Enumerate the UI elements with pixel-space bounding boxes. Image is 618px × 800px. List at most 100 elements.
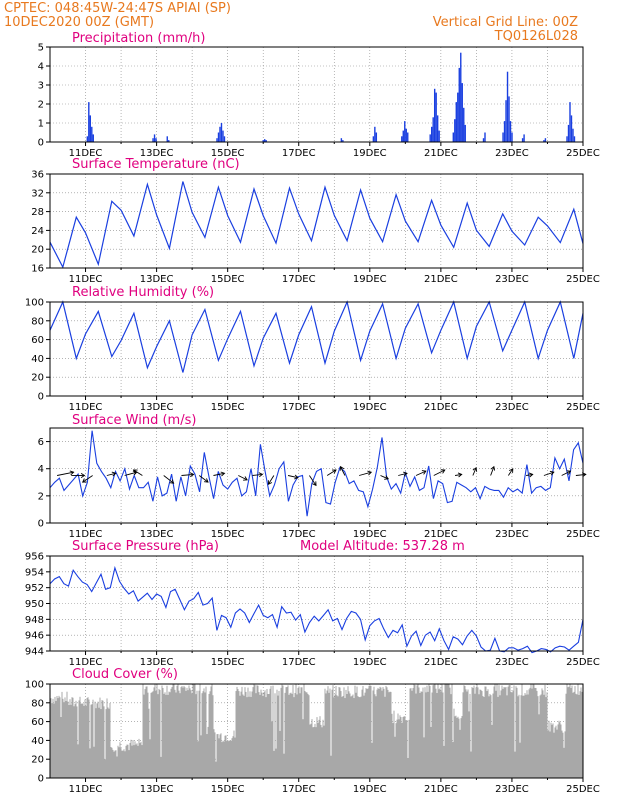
cloud-bar bbox=[90, 704, 92, 778]
y-tick-label: 950 bbox=[25, 599, 44, 610]
x-tick-label: 21DEC bbox=[424, 529, 458, 540]
cloud-bar bbox=[572, 692, 574, 778]
cloud-bar bbox=[462, 692, 464, 778]
y-tick-label: 20 bbox=[31, 373, 44, 384]
cloud-bar bbox=[427, 691, 429, 778]
cloud-bar bbox=[545, 697, 547, 778]
cloud-bar bbox=[389, 691, 391, 778]
wind-vector bbox=[490, 466, 495, 476]
cloud-bar bbox=[212, 695, 214, 778]
cloud-bar bbox=[218, 738, 220, 778]
precip-bar bbox=[572, 128, 574, 142]
cloud-bar bbox=[542, 690, 544, 778]
precip-bar bbox=[457, 92, 459, 142]
plot-frame bbox=[49, 427, 584, 524]
cloud-bar bbox=[376, 689, 378, 778]
cloud-bar bbox=[538, 714, 540, 778]
cloud-bar bbox=[516, 687, 518, 778]
wind-vector bbox=[561, 470, 571, 476]
wind-vector bbox=[238, 475, 248, 481]
cloud-bar bbox=[571, 685, 573, 778]
header-model-id: TQ0126L028 bbox=[494, 29, 578, 44]
cloud-bar bbox=[55, 700, 57, 778]
cloud-bar bbox=[512, 690, 514, 778]
cloud-bar bbox=[489, 693, 491, 778]
cloud-bar bbox=[171, 687, 173, 778]
precip-bar bbox=[458, 67, 460, 142]
cloud-bar bbox=[129, 742, 131, 778]
cloud-bar bbox=[431, 692, 433, 778]
series-line bbox=[49, 300, 584, 373]
cloud-bar bbox=[92, 699, 94, 778]
cloud-bar bbox=[436, 692, 438, 778]
cloud-bar bbox=[211, 684, 213, 778]
cloud-bar bbox=[503, 686, 505, 778]
cloud-bar bbox=[507, 686, 509, 778]
cloud-bar bbox=[72, 697, 74, 778]
cloud-bar bbox=[394, 736, 396, 778]
cloud-bar bbox=[267, 693, 269, 778]
cloud-bar bbox=[182, 687, 184, 778]
cloud-bar bbox=[94, 701, 96, 778]
cloud-bar bbox=[209, 691, 211, 778]
cloud-bar bbox=[486, 691, 488, 778]
cloud-bar bbox=[102, 700, 104, 778]
cloud-bar bbox=[420, 691, 422, 778]
cloud-bar bbox=[453, 708, 455, 778]
cloud-bar bbox=[50, 698, 52, 778]
cloud-bar bbox=[82, 703, 84, 778]
cloud-bar bbox=[236, 686, 238, 778]
y-tick-label: 60 bbox=[31, 717, 44, 728]
cloud-bar bbox=[373, 686, 375, 778]
cloud-bar bbox=[329, 688, 331, 778]
cloud-bar bbox=[135, 744, 137, 778]
wind-vector-head bbox=[132, 469, 138, 474]
x-tick-label: 25DEC bbox=[566, 274, 600, 285]
cloud-bar bbox=[116, 756, 118, 778]
cloud-bar bbox=[393, 710, 395, 778]
cloud-bar bbox=[287, 685, 289, 778]
cloud-bar bbox=[280, 687, 282, 778]
wind-vector-head bbox=[528, 472, 534, 478]
cloud-bar bbox=[65, 700, 67, 778]
cloud-bar bbox=[281, 684, 283, 778]
cloud-bar bbox=[109, 702, 111, 778]
cloud-bar bbox=[487, 689, 489, 778]
cloud-bar bbox=[84, 699, 86, 778]
cloud-bar bbox=[315, 727, 317, 778]
cloud-bar bbox=[534, 687, 536, 778]
cloud-bar bbox=[251, 691, 253, 778]
x-tick-label: 25DEC bbox=[566, 529, 600, 540]
cloud-bar bbox=[266, 688, 268, 778]
cloud-bar bbox=[551, 724, 553, 778]
cloud-bar bbox=[273, 750, 275, 778]
cloud-bar bbox=[290, 692, 292, 778]
x-tick-label: 15DEC bbox=[211, 148, 245, 159]
cloud-bar bbox=[356, 686, 358, 778]
wind-vector-head bbox=[111, 471, 117, 477]
cloud-bar bbox=[464, 686, 466, 778]
y-tick-label: 40 bbox=[31, 354, 44, 365]
x-tick-label: 19DEC bbox=[353, 148, 387, 159]
cloud-bar bbox=[133, 745, 135, 778]
cloud-bar bbox=[184, 687, 186, 778]
cloud-bar bbox=[432, 685, 434, 778]
precip-bar bbox=[506, 71, 509, 142]
cloud-bar bbox=[580, 687, 582, 778]
cloud-bar bbox=[131, 745, 133, 778]
cloud-bar bbox=[73, 706, 75, 778]
cloud-bar bbox=[99, 697, 101, 778]
cloud-bar bbox=[337, 696, 339, 778]
cloud-bar bbox=[371, 742, 373, 778]
wind-vector-head bbox=[509, 468, 514, 473]
x-tick-label: 23DEC bbox=[495, 784, 529, 795]
cloud-bar bbox=[62, 698, 64, 778]
cloud-bar bbox=[469, 693, 471, 778]
cloud-bar bbox=[156, 684, 158, 778]
wind-vector bbox=[508, 468, 514, 476]
cloud-bar bbox=[556, 729, 558, 778]
precip-bar bbox=[375, 132, 378, 142]
wind-vector bbox=[326, 469, 337, 476]
cloud-bar bbox=[63, 702, 65, 778]
y-tick-label: 6 bbox=[38, 437, 44, 448]
